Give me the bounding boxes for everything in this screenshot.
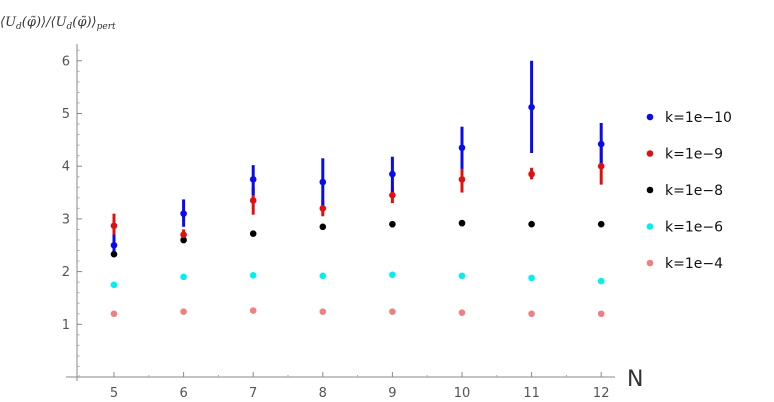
data-point [389, 220, 396, 228]
legend-label: k=1e−6 [665, 220, 723, 236]
y-tick-label: 6 [62, 54, 70, 69]
x-axis-title: N [627, 367, 643, 392]
data-point [249, 271, 257, 279]
legend-marker [646, 259, 654, 267]
data-point [180, 231, 187, 239]
data-point [389, 191, 396, 199]
data-point [319, 308, 327, 315]
data-point [249, 230, 257, 237]
x-tick-label: 5 [110, 386, 118, 401]
x-tick-label: 12 [593, 386, 610, 401]
legend: k=1e−10 k=1e−9 k=1e−8 k=1e−6 k=1e−4 [646, 110, 732, 272]
data-point [528, 310, 535, 318]
data-point [458, 272, 466, 280]
data-point [458, 309, 466, 317]
data-point [319, 223, 327, 231]
data-point [528, 170, 535, 178]
y-tick-label: 1 [62, 318, 70, 333]
data-point [528, 220, 535, 228]
data-point [249, 176, 257, 183]
x-tick-label: 8 [319, 386, 327, 401]
data-point [597, 162, 605, 170]
x-tick-label: 6 [179, 386, 187, 401]
x-tick-label: 10 [454, 386, 471, 401]
legend-marker [646, 113, 654, 121]
error-bars [112, 60, 603, 257]
data-points [110, 103, 605, 318]
data-point [180, 210, 187, 217]
data-point [319, 272, 327, 280]
data-point [389, 170, 396, 178]
x-tick-label: 11 [523, 386, 540, 401]
data-point [597, 140, 605, 148]
data-point [110, 250, 118, 258]
legend-marker [646, 186, 654, 194]
data-point [528, 274, 535, 282]
data-point [458, 219, 466, 227]
x-tick-label: 9 [388, 386, 396, 401]
svg-text:⟨Ud(φ̃)⟩/⟨Ud(φ̃)⟩pert: ⟨Ud(φ̃)⟩/⟨Ud(φ̃)⟩pert [0, 15, 116, 32]
legend-label: k=1e−10 [665, 110, 732, 126]
legend-marker [646, 150, 654, 157]
data-point [458, 176, 466, 183]
y-axis-title: ⟨Ud(φ̃)⟩/⟨Ud(φ̃)⟩pert [0, 15, 116, 32]
data-point [597, 220, 605, 228]
data-point [597, 277, 605, 285]
data-point [110, 222, 118, 230]
axes [66, 44, 615, 381]
legend-marker [646, 223, 654, 230]
data-point [110, 281, 118, 289]
data-point [180, 308, 187, 315]
legend-label: k=1e−4 [665, 256, 723, 272]
data-point [110, 241, 118, 249]
data-point [319, 205, 327, 212]
data-point [110, 310, 118, 318]
y-tick-label: 3 [62, 212, 70, 227]
data-point [249, 197, 257, 204]
y-tick-label: 4 [62, 160, 70, 175]
data-point [458, 144, 466, 152]
legend-label: k=1e−9 [665, 147, 723, 163]
data-point [389, 271, 396, 279]
data-point [180, 273, 187, 281]
data-point [528, 103, 535, 111]
y-tick-label: 2 [62, 265, 70, 280]
data-point [319, 178, 327, 186]
data-point [597, 310, 605, 318]
data-point [389, 308, 396, 315]
data-point [180, 236, 187, 244]
x-tick-label: 7 [249, 386, 257, 401]
data-point [249, 307, 257, 314]
legend-label: k=1e−8 [665, 183, 723, 199]
y-tick-label: 5 [62, 107, 70, 122]
